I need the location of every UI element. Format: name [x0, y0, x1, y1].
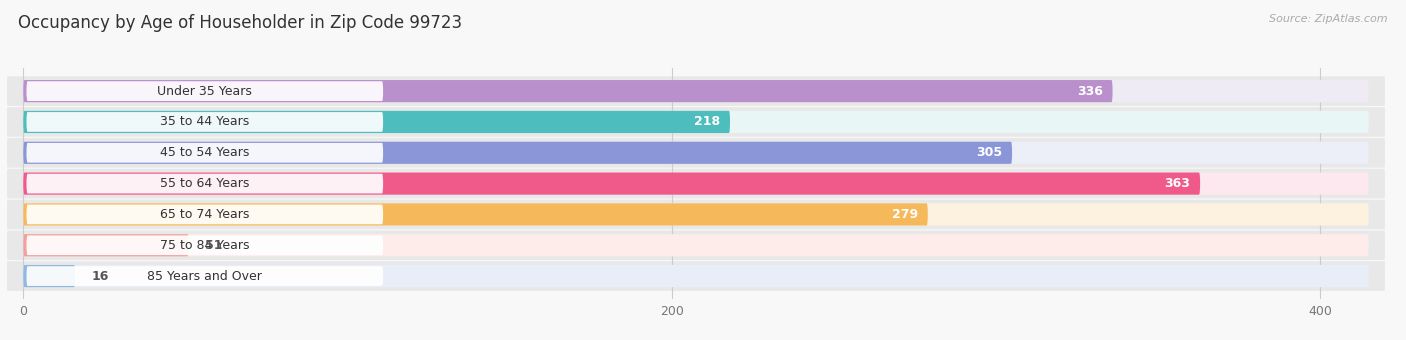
- Text: 65 to 74 Years: 65 to 74 Years: [160, 208, 249, 221]
- FancyBboxPatch shape: [7, 169, 1385, 199]
- FancyBboxPatch shape: [24, 80, 1368, 102]
- FancyBboxPatch shape: [24, 172, 1368, 195]
- FancyBboxPatch shape: [27, 266, 382, 286]
- FancyBboxPatch shape: [24, 172, 1201, 195]
- FancyBboxPatch shape: [24, 203, 1368, 225]
- Text: 75 to 84 Years: 75 to 84 Years: [160, 239, 249, 252]
- Text: 305: 305: [976, 146, 1002, 159]
- FancyBboxPatch shape: [7, 200, 1385, 229]
- FancyBboxPatch shape: [7, 76, 1385, 106]
- FancyBboxPatch shape: [7, 261, 1385, 291]
- FancyBboxPatch shape: [24, 265, 75, 287]
- Text: Occupancy by Age of Householder in Zip Code 99723: Occupancy by Age of Householder in Zip C…: [18, 14, 463, 32]
- Text: 51: 51: [205, 239, 222, 252]
- Text: 336: 336: [1077, 85, 1102, 98]
- FancyBboxPatch shape: [27, 112, 382, 132]
- Text: 35 to 44 Years: 35 to 44 Years: [160, 116, 249, 129]
- Text: 55 to 64 Years: 55 to 64 Years: [160, 177, 249, 190]
- FancyBboxPatch shape: [24, 80, 1112, 102]
- Text: 218: 218: [695, 116, 720, 129]
- FancyBboxPatch shape: [27, 235, 382, 255]
- FancyBboxPatch shape: [7, 107, 1385, 137]
- Text: 45 to 54 Years: 45 to 54 Years: [160, 146, 249, 159]
- FancyBboxPatch shape: [24, 111, 1368, 133]
- Text: 363: 363: [1164, 177, 1191, 190]
- FancyBboxPatch shape: [24, 111, 730, 133]
- FancyBboxPatch shape: [24, 203, 928, 225]
- FancyBboxPatch shape: [27, 143, 382, 163]
- Text: 16: 16: [91, 270, 108, 283]
- FancyBboxPatch shape: [27, 81, 382, 101]
- FancyBboxPatch shape: [7, 138, 1385, 168]
- Text: 279: 279: [891, 208, 918, 221]
- FancyBboxPatch shape: [24, 234, 188, 256]
- FancyBboxPatch shape: [24, 234, 1368, 256]
- FancyBboxPatch shape: [27, 174, 382, 193]
- FancyBboxPatch shape: [24, 142, 1368, 164]
- Text: Under 35 Years: Under 35 Years: [157, 85, 252, 98]
- FancyBboxPatch shape: [24, 142, 1012, 164]
- FancyBboxPatch shape: [7, 231, 1385, 260]
- Text: 85 Years and Over: 85 Years and Over: [148, 270, 263, 283]
- FancyBboxPatch shape: [24, 265, 1368, 287]
- FancyBboxPatch shape: [27, 205, 382, 224]
- Text: Source: ZipAtlas.com: Source: ZipAtlas.com: [1270, 14, 1388, 23]
